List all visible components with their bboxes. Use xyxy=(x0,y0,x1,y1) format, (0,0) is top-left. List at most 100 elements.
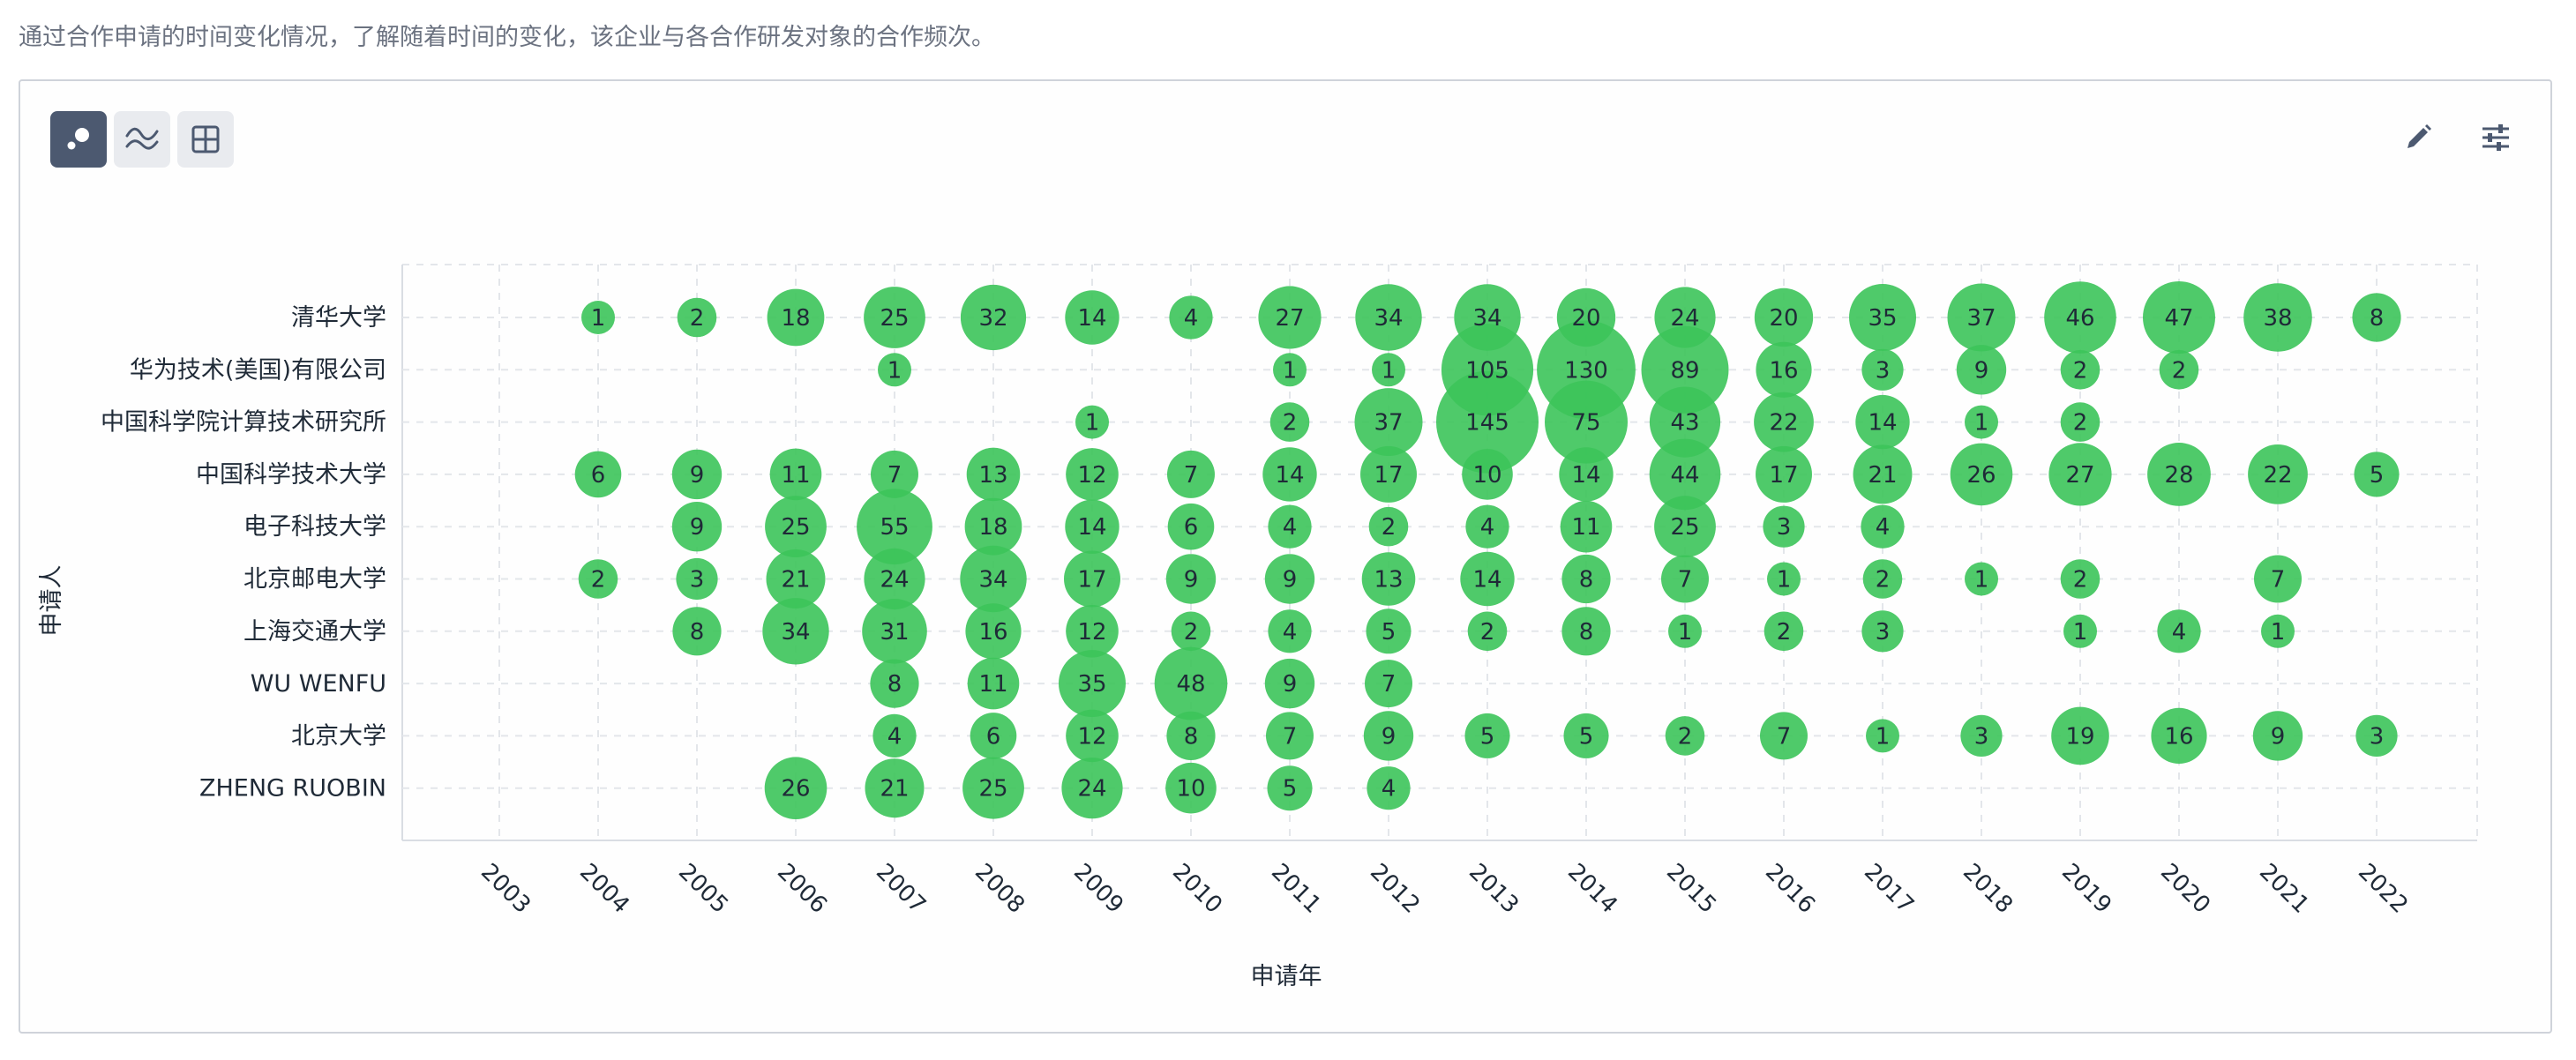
bubble-value-label: 1 xyxy=(1974,410,1989,437)
bubble-point xyxy=(965,603,1022,660)
bubble-value-label: 21 xyxy=(1868,462,1897,489)
bubble-value-label: 1 xyxy=(1382,357,1397,384)
bubble-point xyxy=(2048,443,2112,506)
bubble-value-label: 34 xyxy=(1374,305,1403,332)
bubble-value-label: 3 xyxy=(1876,619,1891,646)
bubble-point xyxy=(1167,450,1215,498)
bubble-point xyxy=(1366,608,1412,654)
bubble-value-label: 3 xyxy=(1777,514,1792,541)
bubble-point xyxy=(2063,614,2097,648)
bubble-point xyxy=(1363,711,1414,761)
bubble-point xyxy=(1059,650,1126,718)
bubble-point xyxy=(1165,554,1217,604)
bubble-value-label: 7 xyxy=(1283,723,1298,750)
bubble-value-label: 31 xyxy=(880,619,909,646)
bubble-point xyxy=(1171,611,1211,652)
bubble-point xyxy=(1064,550,1120,608)
bubble-point xyxy=(1861,504,1905,549)
bubble-point xyxy=(2051,706,2109,765)
x-tick-label: 2012 xyxy=(1365,859,1425,919)
bubble-point xyxy=(1367,766,1411,810)
bubble-point xyxy=(1167,503,1215,550)
bubble-point xyxy=(1066,709,1119,763)
bubble-value-label: 34 xyxy=(1472,305,1501,332)
bubble-value-label: 4 xyxy=(887,723,902,750)
bubble-value-label: 12 xyxy=(1077,462,1106,489)
bubble-value-label: 46 xyxy=(2065,305,2094,332)
bubble-point xyxy=(1268,609,1312,653)
x-tick-label: 2021 xyxy=(2254,859,2314,919)
bubble-value-label: 8 xyxy=(1579,567,1594,593)
bubble-point xyxy=(1545,380,1628,464)
bubble-point xyxy=(1960,714,2003,758)
bubble-value-label: 14 xyxy=(1868,410,1897,437)
bubble-value-label: 5 xyxy=(1480,723,1495,750)
bubble-point xyxy=(764,757,827,819)
bubble-value-label: 4 xyxy=(1480,514,1495,541)
bubble-point xyxy=(1862,559,1903,599)
x-tick-label: 2016 xyxy=(1760,859,1820,919)
bubble-value-label: 13 xyxy=(978,462,1007,489)
bubble-point xyxy=(872,713,917,758)
bubble-point xyxy=(1464,713,1510,758)
bubble-point xyxy=(677,297,717,338)
y-tick-label: WU WENFU xyxy=(251,670,386,698)
settings-button[interactable] xyxy=(2471,113,2520,162)
bubble-point xyxy=(1866,719,1899,753)
x-tick-label: 2014 xyxy=(1562,859,1622,919)
bubble-value-label: 6 xyxy=(986,723,1001,750)
bubble-point xyxy=(1066,605,1119,658)
y-tick-label: 清华大学 xyxy=(291,304,386,332)
x-tick-label: 2020 xyxy=(2155,859,2215,919)
bubble-value-label: 8 xyxy=(690,619,705,646)
bubble-point xyxy=(1264,658,1315,709)
bubble-value-label: 14 xyxy=(1077,305,1106,332)
edit-button[interactable] xyxy=(2393,113,2443,162)
bubble-value-label: 1 xyxy=(887,357,902,384)
bubble-point xyxy=(2159,350,2199,390)
bubble-value-label: 2 xyxy=(690,305,705,332)
bubble-value-label: 2 xyxy=(1382,514,1397,541)
bubble-value-label: 34 xyxy=(978,567,1007,593)
bubble-value-label: 34 xyxy=(781,619,810,646)
y-tick-label: 中国科学技术大学 xyxy=(196,461,386,489)
bubble-value-label: 27 xyxy=(1275,305,1304,332)
bubble-point xyxy=(878,353,911,387)
bubble-point xyxy=(671,502,723,552)
bubble-value-label: 5 xyxy=(1382,619,1397,646)
bubble-point xyxy=(1166,711,1216,761)
bubble-value-label: 5 xyxy=(1579,723,1594,750)
bubble-value-label: 7 xyxy=(1777,723,1792,750)
bubble-value-label: 2 xyxy=(1283,410,1298,437)
bubble-value-label: 21 xyxy=(880,776,909,802)
bubble-value-label: 1 xyxy=(1085,410,1100,437)
x-tick-label: 2004 xyxy=(574,859,634,919)
bubble-value-label: 2 xyxy=(591,567,606,593)
bubble-point xyxy=(857,489,932,565)
bubble-point xyxy=(1262,447,1317,502)
bubble-value-label: 2 xyxy=(1678,723,1693,750)
bubble-value-label: 27 xyxy=(2065,462,2094,489)
bubble-point xyxy=(2248,444,2308,504)
bubble-chart-view-button[interactable] xyxy=(50,111,107,168)
bubble-point xyxy=(1465,504,1509,549)
bubble-value-label: 8 xyxy=(1184,723,1199,750)
bubble-value-label: 7 xyxy=(1184,462,1199,489)
bubble-value-label: 11 xyxy=(978,671,1007,698)
y-tick-label: 北京大学 xyxy=(291,722,386,750)
bubble-value-label: 21 xyxy=(781,567,810,593)
bubble-point xyxy=(1861,610,1904,653)
bubble-value-label: 14 xyxy=(1077,514,1106,541)
bubble-value-label: 16 xyxy=(1769,357,1798,384)
bubble-value-label: 8 xyxy=(887,671,902,698)
bubble-point xyxy=(1855,394,1910,450)
line-chart-view-button[interactable] xyxy=(114,111,170,168)
bubble-point xyxy=(1165,762,1217,814)
bubble-value-label: 3 xyxy=(2370,723,2385,750)
table-view-button[interactable] xyxy=(177,111,234,168)
bubble-point xyxy=(1965,405,1998,439)
bubble-point xyxy=(1169,295,1213,340)
bubble-point xyxy=(864,548,925,610)
bubble-point xyxy=(581,301,615,334)
